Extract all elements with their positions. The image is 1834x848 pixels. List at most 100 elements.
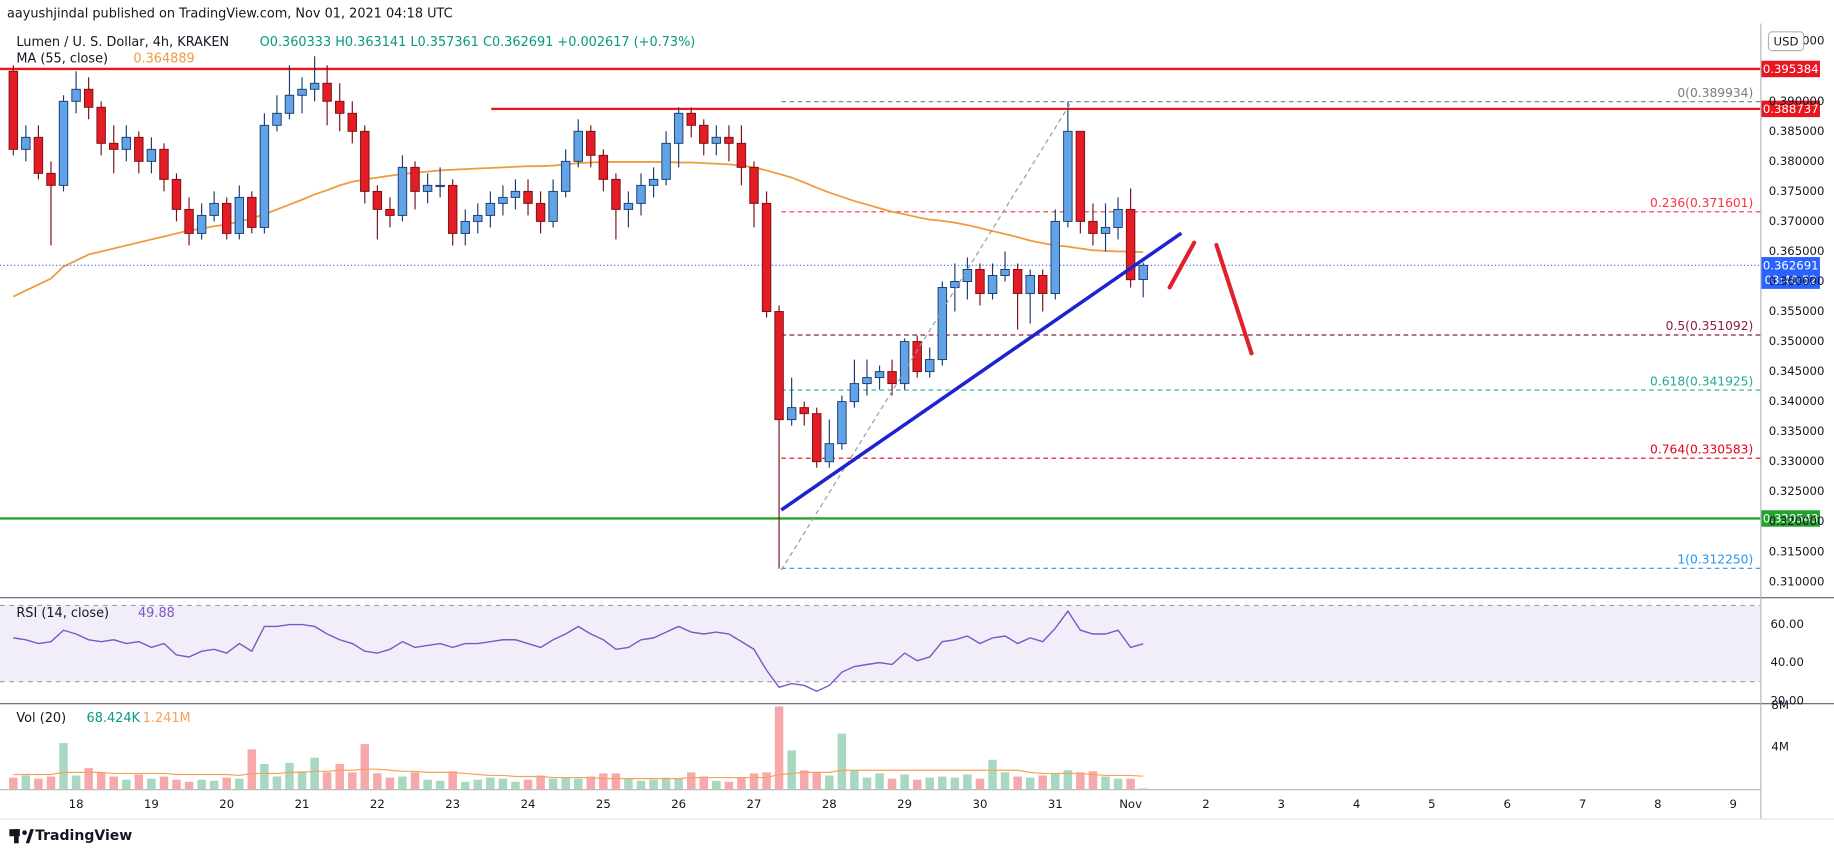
rsi-pane [0,598,1761,704]
volume-bar [737,777,746,790]
x-tick-label: 24 [521,797,536,811]
candle-body [661,142,671,180]
candle-body [623,202,634,210]
candle-body [435,184,445,188]
candle-body [1100,226,1111,234]
candle-body [975,269,985,294]
vol-legend: Vol (20) [16,711,66,726]
candle-body [473,214,483,222]
volume-bar [724,781,734,790]
x-tick-label: 18 [69,797,84,811]
volume-bar [599,773,608,790]
volume-bar [159,776,169,790]
volume-bar [925,777,934,790]
volume-bar [134,774,144,790]
fib-label: 0(0.389934) [1677,86,1753,100]
y-tick-label: 0.360000 [1769,274,1825,288]
currency[interactable]: USD [1774,34,1799,48]
volume-bar [448,771,457,790]
candle-body [385,208,395,216]
x-tick-label: 6 [1504,797,1511,811]
x-tick-label: 26 [671,797,686,811]
logo-part [25,829,34,844]
candle-body [1012,269,1023,294]
volume-bar [1076,772,1085,790]
y-tick-label: 0.355000 [1769,304,1825,318]
x-tick-label: 31 [1048,797,1063,811]
volume-bar [197,779,206,790]
candle-body [234,196,245,234]
rsi-line [13,609,1144,693]
candle-body [1113,208,1123,228]
y-tick-label: 0.385000 [1769,124,1825,138]
candle-body [611,178,621,210]
volume-bar [686,772,696,790]
x-tick-label: 7 [1579,797,1586,811]
y-tick-label: 0.375000 [1769,184,1825,198]
volume-bar [1138,788,1148,790]
countdown: 03:40:52 [1764,273,1816,287]
candle-body [761,202,772,312]
candle-body [535,202,546,222]
level-label-box [1761,510,1820,527]
candle-body [171,178,182,210]
candle-body [510,190,521,198]
candle-body [447,184,458,234]
candle-body [309,82,320,90]
volume-bar [335,763,344,790]
x-tick-label: 8 [1654,797,1661,811]
volume-bar [222,777,231,790]
candle-body [1000,269,1010,276]
y-tick-label: 0.330000 [1769,454,1825,468]
volume-bar [749,773,759,790]
volume-bar [887,778,897,790]
candle-body [397,166,408,216]
candle-body [950,281,960,288]
y-tick-label: 0.365000 [1769,244,1825,258]
forecast-down [1214,242,1254,356]
volume-bar [96,772,106,790]
candle-body [636,184,646,204]
candle-body [724,136,734,144]
candle-body [58,100,69,186]
candle-body [874,371,885,379]
y-tick-label: 0.325000 [1769,484,1825,498]
candle-body [460,220,470,234]
volume-bar [548,778,558,790]
x-tick-label: 25 [596,797,611,811]
volume-bar [574,778,583,790]
rsi-legend-value: 49.88 [138,606,175,621]
volume-bar [699,776,708,790]
candle-body [523,190,533,204]
x-tick-label: 30 [973,797,988,811]
vol-legend-value: 68.424K [87,711,141,726]
volume-bar [875,773,884,790]
currency-box[interactable] [1767,31,1805,52]
rsi-legend: RSI (14, close) [16,606,109,621]
byline: aayushjindal published on TradingView.co… [7,7,453,22]
rsi-tick-label: 20.00 [1770,693,1803,707]
fib-label: 0.764(0.330583) [1650,442,1753,456]
candle-body [96,106,106,144]
x-tick-label: 19 [144,797,159,811]
volume-bar [184,781,194,790]
volume-bar [586,776,596,790]
x-tick-label: 2 [1202,797,1209,811]
trend-line [780,231,1183,512]
x-tick-label: Nov [1119,797,1142,811]
y-tick-label: 0.315000 [1769,544,1825,558]
y-tick-label: 0.390000 [1769,94,1825,108]
volume-bar [536,775,545,790]
candle-body [925,359,935,373]
volume-bar [410,772,420,790]
volume-bar [235,778,244,790]
candle-body [1125,208,1136,281]
candles [8,56,1148,569]
candle-body [598,154,609,180]
brand: TradingView [35,828,132,844]
volume-bar [799,770,809,790]
volume-bar [975,778,985,790]
level-label-box [1761,60,1820,78]
